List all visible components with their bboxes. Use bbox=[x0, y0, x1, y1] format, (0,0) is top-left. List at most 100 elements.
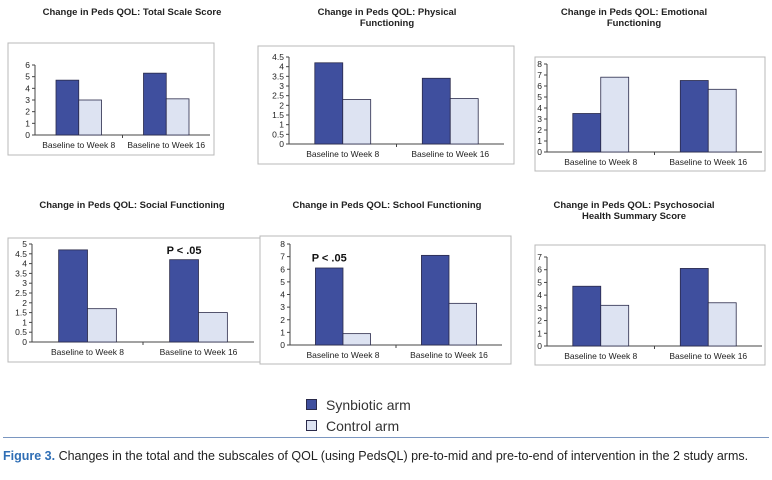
x-category-label: Baseline to Week 8 bbox=[42, 140, 115, 150]
y-tick-label: 6 bbox=[280, 264, 285, 274]
y-tick-label: 1.5 bbox=[15, 308, 27, 318]
y-tick-label: 0 bbox=[22, 337, 27, 347]
x-category-label: Baseline to Week 8 bbox=[564, 351, 637, 361]
legend-swatch-synbiotic bbox=[306, 399, 317, 410]
chart-panel-5: Change in Peds QOL: School Functioning 0 1… bbox=[259, 200, 512, 365]
legend-label-control: Control arm bbox=[326, 417, 400, 434]
chart-title: Functioning bbox=[607, 18, 662, 29]
p-value-annotation: P < .05 bbox=[312, 253, 347, 265]
y-tick-label: 7 bbox=[537, 70, 542, 80]
y-tick-label: 4.5 bbox=[272, 52, 284, 62]
bar-synbiotic bbox=[315, 267, 344, 346]
y-tick-label: 0 bbox=[537, 341, 542, 351]
bar-control bbox=[449, 98, 479, 145]
y-tick-label: 6 bbox=[25, 60, 30, 70]
chart-panel-3: Change in Peds QOL: EmotionalFunctioning… bbox=[534, 7, 766, 172]
y-tick-label: 4 bbox=[280, 290, 285, 300]
y-tick-label: 1 bbox=[25, 118, 30, 128]
y-tick-label: 4 bbox=[25, 83, 30, 93]
y-tick-label: 2 bbox=[280, 315, 285, 325]
legend-item-control: Control arm bbox=[306, 415, 411, 436]
bar-synbiotic bbox=[572, 285, 602, 347]
y-tick-label: 4 bbox=[22, 259, 27, 269]
x-category-label: Baseline to Week 8 bbox=[51, 347, 124, 357]
chart-frame bbox=[7, 237, 261, 363]
y-tick-label: 0.5 bbox=[15, 327, 27, 337]
bar-control bbox=[342, 333, 371, 346]
chart-title: Change in Peds QOL: Total Scale Score bbox=[43, 7, 222, 18]
y-tick-label: 4 bbox=[537, 103, 542, 113]
chart-title: Change in Peds QOL: Psychosocial bbox=[553, 200, 714, 211]
bar-control bbox=[165, 98, 190, 136]
y-tick-label: 1 bbox=[280, 327, 285, 337]
legend-swatch-control bbox=[306, 420, 317, 431]
y-tick-label: 2.5 bbox=[15, 288, 27, 298]
chart-panel-1: Change in Peds QOL: Total Scale Score 0 12… bbox=[7, 7, 222, 156]
y-tick-label: 2 bbox=[537, 125, 542, 135]
x-category-label: Baseline to Week 16 bbox=[411, 149, 489, 159]
bar-synbiotic bbox=[572, 113, 602, 153]
y-tick-label: 7 bbox=[280, 252, 285, 262]
y-tick-label: 0 bbox=[25, 130, 30, 140]
caption-label: Figure 3. bbox=[3, 449, 56, 463]
bar-control bbox=[600, 76, 630, 153]
y-tick-label: 2 bbox=[537, 316, 542, 326]
y-tick-label: 1 bbox=[22, 317, 27, 327]
legend-label-synbiotic: Synbiotic arm bbox=[326, 396, 411, 413]
bar-control bbox=[342, 99, 372, 145]
chart-title: Change in Peds QOL: Physical bbox=[318, 7, 457, 18]
chart-title: Change in Peds QOL: Emotional bbox=[561, 7, 707, 18]
y-tick-label: 5 bbox=[537, 92, 542, 102]
caption-text: Changes in the total and the subscales o… bbox=[58, 449, 749, 463]
bar-synbiotic bbox=[679, 268, 709, 347]
y-tick-label: 3 bbox=[537, 303, 542, 313]
y-tick-label: 3 bbox=[22, 278, 27, 288]
y-tick-label: 2.5 bbox=[272, 91, 284, 101]
y-tick-label: 6 bbox=[537, 265, 542, 275]
bar-control bbox=[448, 302, 477, 346]
x-category-label: Baseline to Week 16 bbox=[160, 347, 238, 357]
x-category-label: Baseline to Week 8 bbox=[306, 149, 379, 159]
y-tick-label: 3 bbox=[280, 302, 285, 312]
figure-charts: Change in Peds QOL: Total Scale Score012… bbox=[7, 7, 766, 366]
bar-control bbox=[600, 304, 630, 347]
y-tick-label: 1.5 bbox=[272, 110, 284, 120]
p-value-annotation: P < .05 bbox=[167, 245, 202, 257]
y-tick-label: 8 bbox=[537, 59, 542, 69]
bar-control bbox=[87, 308, 117, 343]
y-tick-label: 2 bbox=[22, 298, 27, 308]
y-tick-label: 7 bbox=[537, 252, 542, 262]
y-tick-label: 0 bbox=[537, 147, 542, 157]
bar-control bbox=[78, 99, 102, 136]
y-tick-label: 0 bbox=[280, 340, 285, 350]
bar-control bbox=[198, 312, 228, 343]
y-tick-label: 2 bbox=[279, 100, 284, 110]
y-tick-label: 8 bbox=[280, 239, 285, 249]
x-category-label: Baseline to Week 16 bbox=[669, 157, 747, 167]
y-tick-label: 3.5 bbox=[272, 71, 284, 81]
y-tick-label: 3 bbox=[25, 95, 30, 105]
y-tick-label: 2 bbox=[25, 107, 30, 117]
chart-title: Functioning bbox=[360, 18, 415, 29]
figure-caption: Figure 3. Changes in the total and the s… bbox=[3, 437, 769, 464]
bar-synbiotic bbox=[314, 62, 344, 145]
y-tick-label: 3.5 bbox=[15, 268, 27, 278]
legend: Synbiotic arm Control arm bbox=[306, 394, 411, 436]
bar-synbiotic bbox=[421, 254, 450, 346]
y-tick-label: 1 bbox=[537, 328, 542, 338]
legend-item-synbiotic: Synbiotic arm bbox=[306, 394, 411, 415]
chart-title: Change in Peds QOL: Social Functioning bbox=[39, 200, 224, 211]
y-tick-label: 5 bbox=[22, 239, 27, 249]
bar-synbiotic bbox=[55, 79, 80, 136]
chart-panel-4: Change in Peds QOL: Social Functioning 00… bbox=[7, 200, 261, 363]
y-tick-label: 1 bbox=[279, 120, 284, 130]
chart-title: Change in Peds QOL: School Functioning bbox=[293, 200, 482, 211]
bar-synbiotic bbox=[143, 72, 167, 136]
x-category-label: Baseline to Week 16 bbox=[669, 351, 747, 361]
x-category-label: Baseline to Week 8 bbox=[564, 157, 637, 167]
y-tick-label: 4 bbox=[279, 62, 284, 72]
bar-synbiotic bbox=[679, 80, 709, 153]
x-category-label: Baseline to Week 16 bbox=[127, 140, 205, 150]
y-tick-label: 4 bbox=[537, 290, 542, 300]
